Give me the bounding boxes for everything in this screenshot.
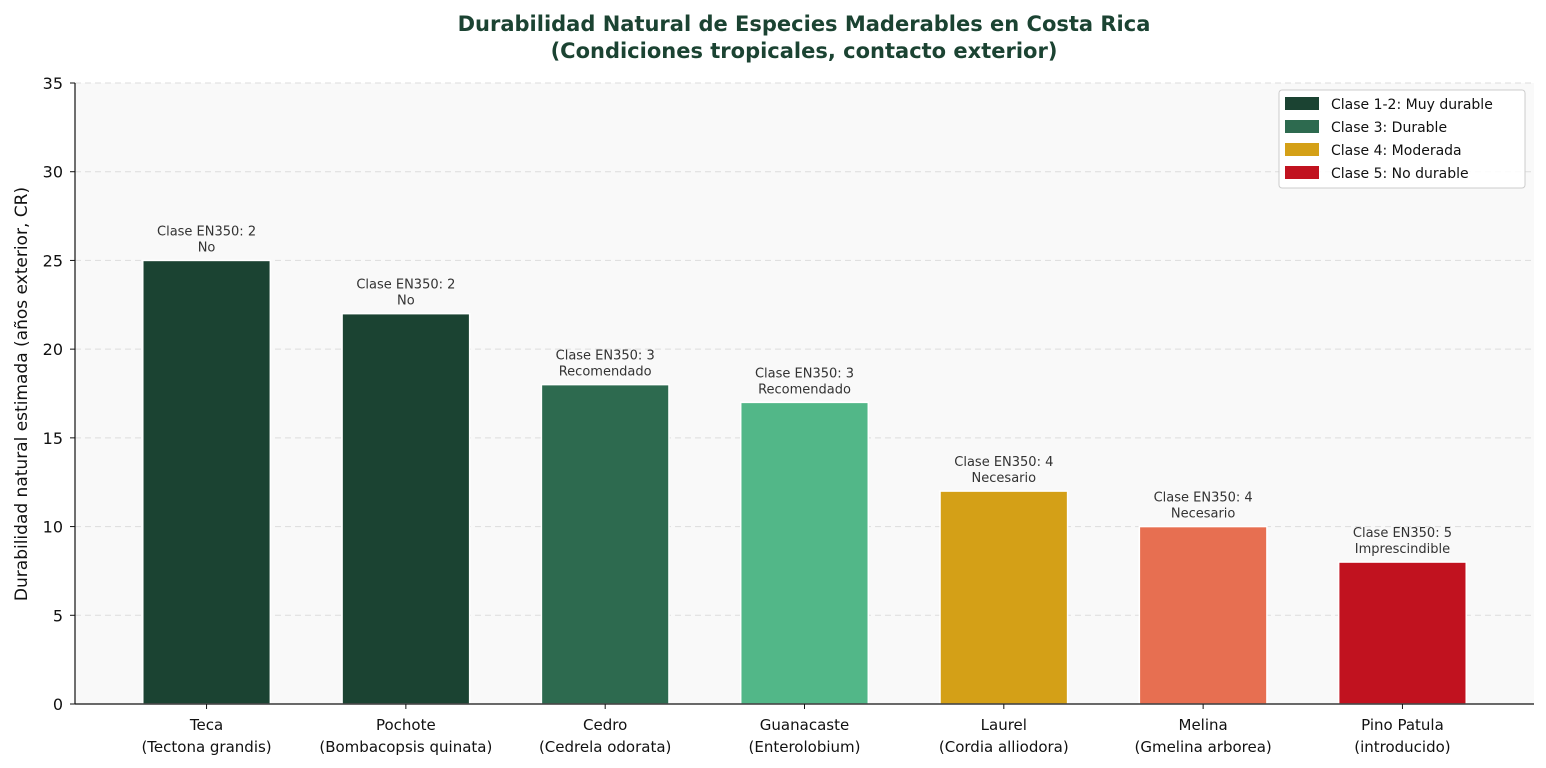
chart-title-line1: Durabilidad Natural de Especies Maderabl… bbox=[458, 12, 1151, 36]
x-tick-label-species: (Cedrela odorata) bbox=[539, 738, 671, 756]
bar bbox=[1337, 561, 1467, 705]
x-tick-label-name: Cedro bbox=[583, 716, 627, 734]
legend-label: Clase 5: No durable bbox=[1331, 166, 1469, 182]
y-axis-ticks: 0 5 10 15 20 25 30 35 bbox=[43, 74, 75, 714]
bar-annotation-class: Clase EN350: 5 bbox=[1353, 526, 1452, 541]
x-tick-label-name: Guanacaste bbox=[760, 716, 849, 734]
y-tick-label: 20 bbox=[43, 340, 63, 359]
legend-label: Clase 1-2: Muy durable bbox=[1331, 97, 1493, 113]
bars bbox=[142, 259, 1467, 705]
x-tick-label-species: (Bombacopsis quinata) bbox=[319, 738, 492, 756]
legend-label: Clase 3: Durable bbox=[1331, 120, 1447, 136]
legend: Clase 1-2: Muy durable Clase 3: Durable Cl… bbox=[1278, 89, 1526, 189]
bar-annotation-class: Clase EN350: 2 bbox=[157, 224, 256, 239]
bar bbox=[739, 401, 870, 705]
legend-swatch bbox=[1285, 166, 1319, 179]
y-tick-label: 25 bbox=[43, 251, 63, 270]
x-axis-ticks: Teca (Tectona grandis) Pochote (Bombacopsis… bbox=[141, 704, 1451, 756]
bar-annotation-treatment: Recomendado bbox=[559, 365, 652, 380]
bar-annotation-treatment: Recomendado bbox=[758, 382, 851, 397]
bar-annotation-treatment: Necesario bbox=[1171, 507, 1236, 522]
x-tick-label-name: Pochote bbox=[376, 716, 436, 734]
x-tick-label-species: (Gmelina arborea) bbox=[1134, 738, 1271, 756]
legend-label: Clase 4: Moderada bbox=[1331, 143, 1462, 159]
bar-annotation-treatment: Necesario bbox=[972, 471, 1037, 486]
x-tick-label-name: Teca bbox=[189, 716, 223, 734]
bar bbox=[142, 259, 272, 705]
bar bbox=[540, 383, 670, 705]
y-axis-label: Durabilidad natural estimada (años exter… bbox=[12, 187, 32, 601]
bar-annotation-treatment: Imprescindible bbox=[1355, 542, 1450, 557]
y-tick-label: 35 bbox=[43, 74, 63, 93]
y-tick-label: 0 bbox=[53, 695, 63, 714]
legend-swatch bbox=[1285, 143, 1319, 156]
legend-swatch bbox=[1285, 120, 1319, 133]
x-tick-label-species: (Tectona grandis) bbox=[141, 738, 271, 756]
bar-annotation-class: Clase EN350: 2 bbox=[356, 278, 455, 293]
bar bbox=[939, 490, 1069, 705]
x-tick-label-name: Laurel bbox=[981, 716, 1027, 734]
x-tick-label-name: Melina bbox=[1179, 716, 1228, 734]
y-tick-label: 30 bbox=[43, 163, 63, 182]
y-tick-label: 15 bbox=[43, 429, 63, 448]
bar-annotation-class: Clase EN350: 4 bbox=[954, 455, 1053, 470]
x-tick-label-species: (Enterolobium) bbox=[749, 738, 861, 756]
bar-annotation-class: Clase EN350: 3 bbox=[556, 349, 655, 364]
bar-annotation-treatment: No bbox=[397, 294, 415, 309]
legend-swatch bbox=[1285, 97, 1319, 110]
y-tick-label: 10 bbox=[43, 518, 63, 537]
chart-title-line2: (Condiciones tropicales, contacto exteri… bbox=[551, 39, 1058, 63]
bar-annotation-class: Clase EN350: 3 bbox=[755, 366, 854, 381]
x-tick-label-species: (introducido) bbox=[1354, 738, 1450, 756]
x-tick-label-species: (Cordia alliodora) bbox=[939, 738, 1069, 756]
x-tick-label-name: Pino Patula bbox=[1361, 716, 1444, 734]
bar bbox=[341, 312, 471, 705]
legend-box bbox=[1278, 89, 1526, 189]
bar-annotation-class: Clase EN350: 4 bbox=[1154, 491, 1253, 506]
bar bbox=[1138, 525, 1268, 705]
y-tick-label: 5 bbox=[53, 606, 63, 625]
bar-annotation-treatment: No bbox=[198, 240, 216, 255]
